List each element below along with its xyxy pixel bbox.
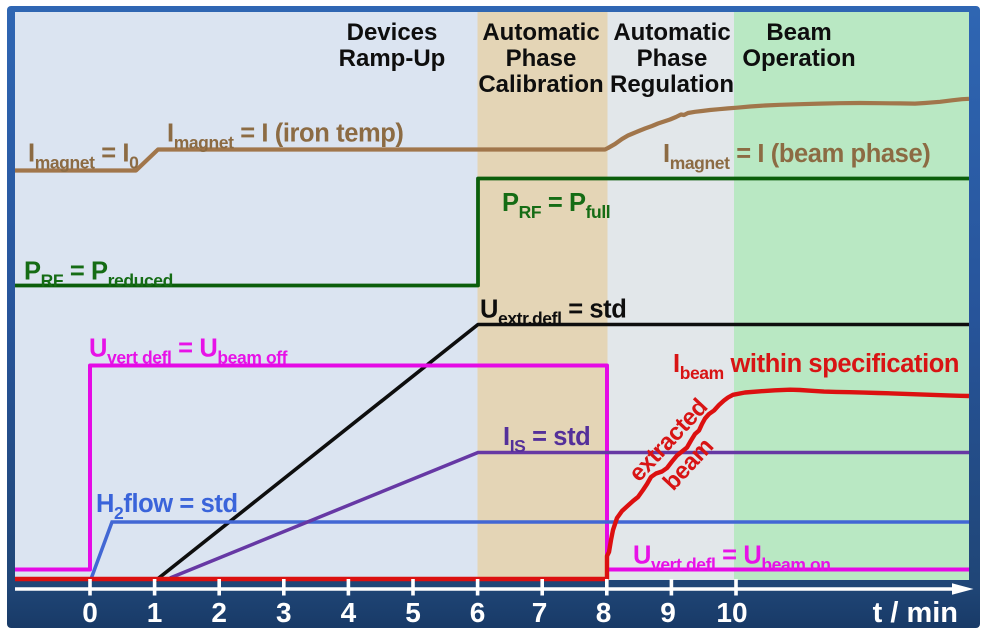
svg-text:Phase: Phase: [506, 45, 577, 72]
svg-text:Automatic: Automatic: [613, 19, 730, 46]
svg-text:4: 4: [341, 597, 357, 628]
svg-text:8: 8: [596, 597, 612, 628]
svg-text:Devices: Devices: [347, 19, 438, 46]
svg-text:5: 5: [405, 597, 421, 628]
svg-text:Phase: Phase: [637, 45, 708, 72]
svg-text:Ramp-Up: Ramp-Up: [339, 45, 446, 72]
svg-text:Regulation: Regulation: [610, 71, 734, 98]
svg-text:6: 6: [470, 597, 486, 628]
svg-text:0: 0: [82, 597, 98, 628]
svg-text:Operation: Operation: [742, 45, 855, 72]
svg-text:Calibration: Calibration: [478, 71, 603, 98]
svg-text:Imagnet = I (iron temp): Imagnet = I (iron temp): [167, 120, 404, 153]
svg-text:Uvert defl = Ubeam off: Uvert defl = Ubeam off: [89, 335, 288, 368]
svg-text:3: 3: [276, 597, 292, 628]
svg-text:2: 2: [211, 597, 227, 628]
svg-text:Beam: Beam: [766, 19, 831, 46]
svg-text:7: 7: [532, 597, 548, 628]
svg-text:10: 10: [716, 597, 747, 628]
svg-text:Automatic: Automatic: [482, 19, 599, 46]
svg-text:9: 9: [660, 597, 676, 628]
svg-text:1: 1: [147, 597, 163, 628]
svg-text:t / min: t / min: [873, 597, 958, 629]
